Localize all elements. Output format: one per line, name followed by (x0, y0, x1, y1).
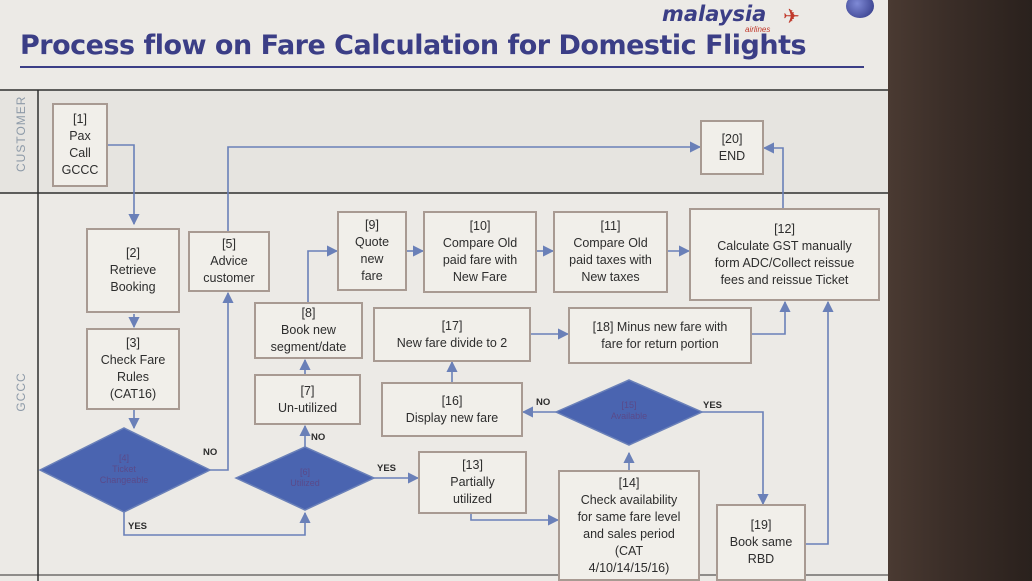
step-15-available-text: [15] Available (610, 400, 648, 421)
airline-logo: malaysia (662, 2, 767, 26)
step-2-retrieve-booking: [2] Retrieve Booking (86, 228, 180, 313)
step-20-end: [20] END (700, 120, 764, 175)
step-10-compare-fare: [10] Compare Old paid fare with New Fare (423, 211, 537, 293)
decision-ticket-changeable (38, 427, 212, 513)
step-16-display-new-fare: [16] Display new fare (381, 382, 523, 437)
step-4-ticket-changeable-text: [4] Ticket Changeable (99, 453, 149, 485)
step-1-pax-call: [1] Pax Call GCCC (52, 103, 108, 187)
step-18-minus-new-fare: [18] Minus new fare with fare for return… (568, 307, 752, 364)
background-wall (888, 0, 1032, 581)
step-14-check-availability: [14] Check availability for same fare le… (558, 470, 700, 581)
slide: malaysia airlines ✈ Process flow on Fare… (0, 0, 888, 581)
step-5-advice-customer: [5] Advice customer (188, 231, 270, 292)
edge-label-no-15: NO (536, 397, 551, 408)
step-17-new-fare-divide: [17] New fare divide to 2 (373, 307, 531, 362)
airline-logo-subtext: airlines (745, 25, 771, 34)
edge-label-yes-6: YES (377, 463, 397, 474)
globe-icon (846, 0, 874, 18)
step-8-book-new-segment: [8] Book new segment/date (254, 302, 363, 359)
step-9-quote-new-fare: [9] Quote new fare (337, 211, 407, 291)
step-11-compare-taxes: [11] Compare Old paid taxes with New tax… (553, 211, 668, 293)
edge-label-yes-15: YES (703, 400, 723, 411)
step-7-un-utilized: [7] Un-utilized (254, 374, 361, 425)
step-3-check-fare-rules: [3] Check Fare Rules (CAT16) (86, 328, 180, 410)
step-12-calculate-gst: [12] Calculate GST manually form ADC/Col… (689, 208, 880, 301)
edge-label-yes-4: YES (128, 521, 148, 532)
step-6-utilized-text: [6] Utilized (290, 467, 320, 488)
flow-connectors (0, 89, 888, 581)
kite-logo-icon: ✈ (783, 6, 800, 28)
edge-label-no-4: NO (203, 447, 218, 458)
decision-utilized (234, 446, 376, 511)
edge-label-no-6: NO (311, 432, 326, 443)
decision-available (554, 379, 704, 446)
title-underline (20, 66, 864, 68)
slide-title: Process flow on Fare Calculation for Dom… (20, 30, 807, 61)
step-19-book-same-rbd: [19] Book same RBD (716, 504, 806, 581)
step-13-partially-utilized: [13] Partially utilized (418, 451, 527, 514)
